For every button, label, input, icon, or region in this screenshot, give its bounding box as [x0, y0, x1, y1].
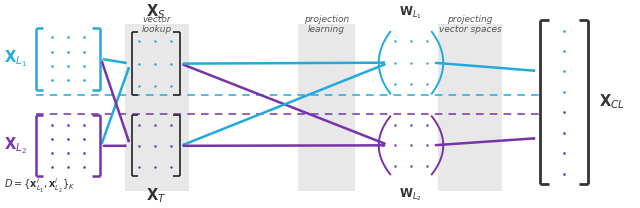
Text: $\mathbf{X}_{CL}$: $\mathbf{X}_{CL}$ — [599, 93, 625, 111]
Text: $\mathbf{W}_{L_2}$: $\mathbf{W}_{L_2}$ — [399, 187, 422, 203]
Text: vector
lookup: vector lookup — [142, 15, 172, 34]
Bar — [125, 24, 189, 191]
Text: projecting
vector spaces: projecting vector spaces — [438, 15, 502, 34]
Bar — [438, 24, 502, 191]
Text: $\mathbf{X}_{L_1}$: $\mathbf{X}_{L_1}$ — [4, 49, 27, 69]
Text: $D = \{\mathbf{x}^i_{L_1}, \mathbf{x}^i_{L_2}\}_K$: $D = \{\mathbf{x}^i_{L_1}, \mathbf{x}^i_… — [4, 177, 76, 195]
Text: $\mathbf{X}_T$: $\mathbf{X}_T$ — [146, 187, 166, 205]
Text: projection
learning: projection learning — [304, 15, 349, 34]
Text: $\mathbf{X}_{L_2}$: $\mathbf{X}_{L_2}$ — [4, 136, 27, 156]
Text: $\mathbf{W}_{L_1}$: $\mathbf{W}_{L_1}$ — [399, 5, 422, 21]
Text: $\mathbf{X}_S$: $\mathbf{X}_S$ — [146, 3, 166, 21]
Bar — [298, 24, 355, 191]
